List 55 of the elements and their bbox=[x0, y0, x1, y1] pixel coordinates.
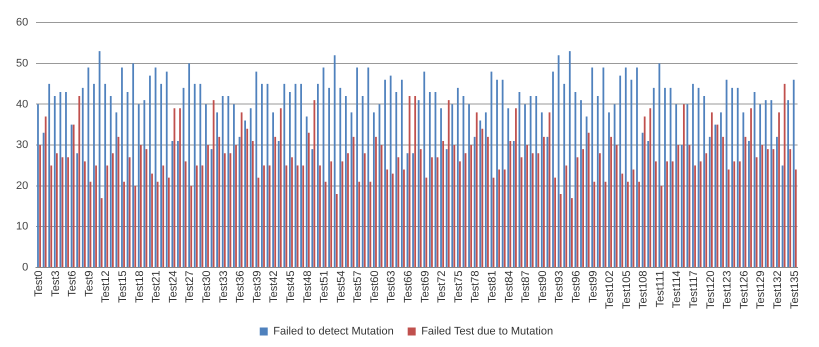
y-tick-label: 10 bbox=[16, 220, 28, 233]
x-tick-label: Test6 bbox=[66, 270, 79, 297]
x-tick-label: Test135 bbox=[788, 270, 801, 310]
x-tick-label: Test63 bbox=[386, 270, 398, 303]
y-tick-label: 0 bbox=[22, 262, 28, 274]
y-tick-label: 50 bbox=[16, 57, 28, 70]
x-tick-label: Test45 bbox=[284, 270, 297, 303]
x-tick-label: Test0 bbox=[33, 270, 46, 297]
x-tick-label: Test90 bbox=[536, 270, 549, 303]
x-tick-label: Test132 bbox=[772, 270, 784, 310]
x-tick-label: Test51 bbox=[318, 270, 331, 303]
x-tick-label: Test66 bbox=[402, 270, 415, 303]
x-tick-label: Test21 bbox=[150, 270, 163, 303]
x-tick-label: Test36 bbox=[234, 270, 247, 303]
x-tick-label: Test18 bbox=[134, 270, 146, 303]
x-tick-label: Test84 bbox=[503, 270, 516, 303]
x-tick-label: Test111 bbox=[654, 270, 666, 308]
x-tick-label: Test117 bbox=[688, 270, 700, 308]
x-tick-label: Test24 bbox=[167, 270, 180, 303]
x-tick-label: Test78 bbox=[470, 270, 482, 303]
legend-label: Failed to detect Mutation bbox=[273, 326, 394, 338]
x-tick-label: Test129 bbox=[755, 270, 768, 310]
x-tick-label: Test30 bbox=[201, 270, 214, 303]
x-tick-label: Test120 bbox=[704, 270, 717, 310]
x-tick-label: Test102 bbox=[604, 270, 616, 310]
x-tick-label: Test126 bbox=[738, 270, 750, 310]
x-tick-label: Test81 bbox=[486, 270, 499, 303]
x-tick-label: Test99 bbox=[587, 270, 600, 303]
x-tick-label: Test12 bbox=[100, 270, 112, 303]
x-tick-label: Test57 bbox=[352, 270, 364, 303]
x-tick-label: Test39 bbox=[251, 270, 264, 303]
x-tick-label: Test27 bbox=[184, 270, 196, 303]
x-tick-label: Test15 bbox=[117, 270, 130, 303]
x-tick-label: Test93 bbox=[554, 270, 566, 303]
x-tick-label: Test42 bbox=[268, 270, 280, 303]
y-tick-label: 60 bbox=[16, 16, 28, 29]
y-tick-label: 40 bbox=[16, 98, 28, 110]
x-tick-label: Test60 bbox=[368, 270, 381, 303]
y-tick-label: 20 bbox=[16, 180, 28, 192]
x-tick-label: Test105 bbox=[620, 270, 633, 310]
x-tick-label: Test87 bbox=[520, 270, 532, 303]
x-tick-label: Test72 bbox=[436, 270, 448, 303]
x-tick-label: Test96 bbox=[570, 270, 582, 303]
x-tick-label: Test69 bbox=[419, 270, 432, 303]
x-tick-label: Test48 bbox=[302, 270, 314, 303]
x-tick-label: Test33 bbox=[218, 270, 230, 303]
x-tick-label: Test54 bbox=[335, 270, 348, 303]
y-tick-label: 30 bbox=[16, 139, 28, 152]
x-tick-label: Test3 bbox=[50, 270, 62, 297]
legend-label: Failed Test due to Mutation bbox=[421, 326, 554, 338]
x-tick-label: Test9 bbox=[83, 270, 96, 297]
x-tick-label: Test114 bbox=[671, 270, 684, 308]
x-tick-label: Test123 bbox=[722, 270, 734, 310]
x-tick-label: Test108 bbox=[638, 270, 650, 310]
x-tick-label: Test75 bbox=[452, 270, 465, 303]
